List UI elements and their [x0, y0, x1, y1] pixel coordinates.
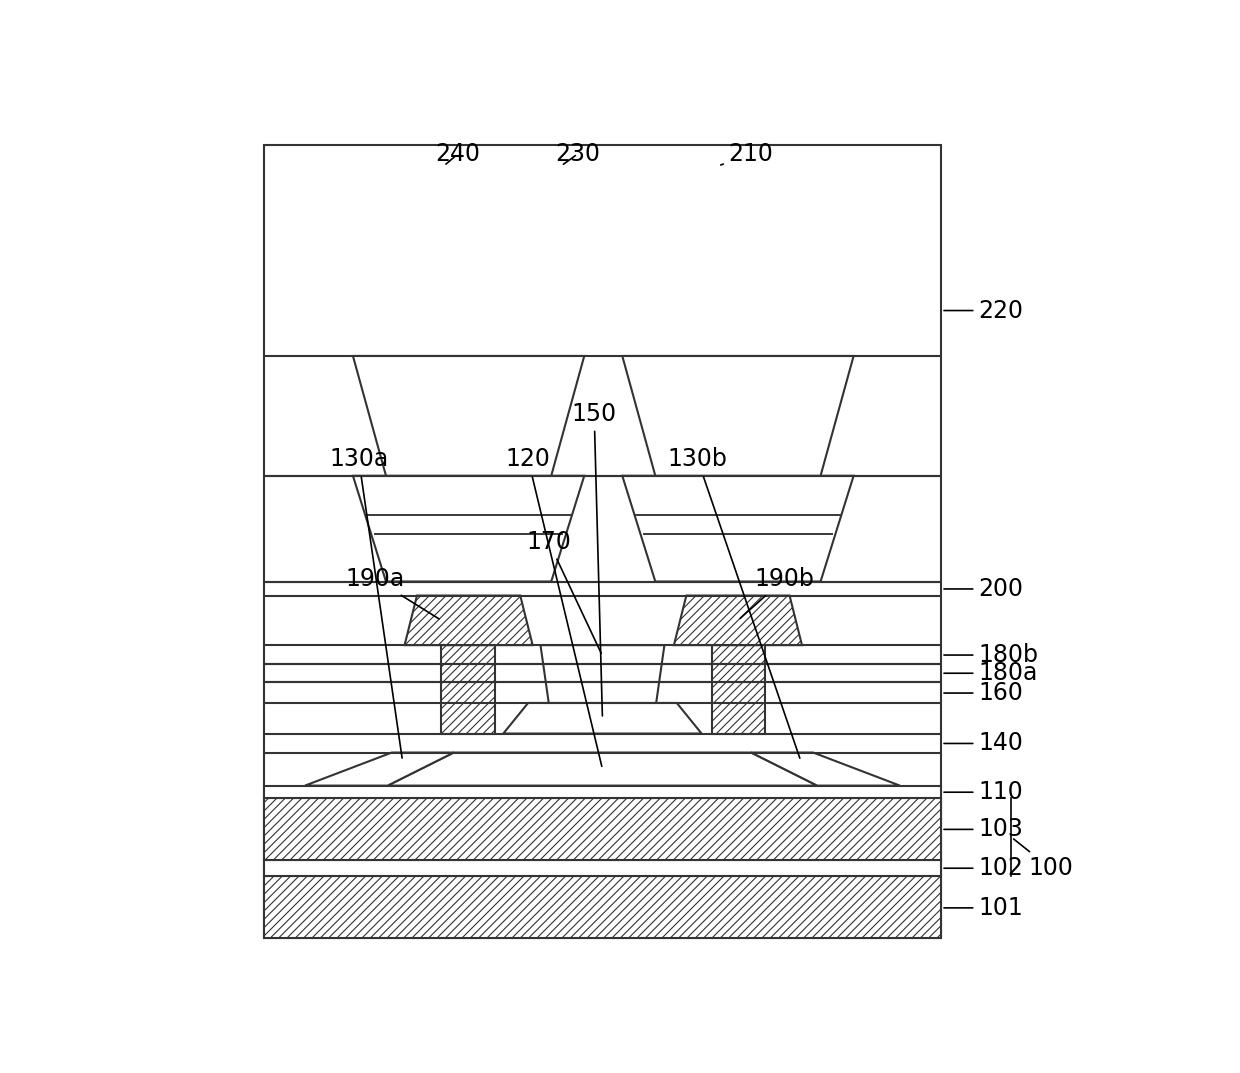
Text: 240: 240 — [435, 142, 480, 166]
Text: 110: 110 — [944, 780, 1023, 804]
Polygon shape — [305, 752, 454, 785]
Text: 140: 140 — [944, 732, 1023, 755]
Text: 160: 160 — [944, 681, 1023, 705]
Polygon shape — [622, 356, 853, 475]
Text: 130b: 130b — [667, 447, 800, 759]
Text: 120: 120 — [506, 447, 601, 766]
Polygon shape — [353, 356, 584, 475]
Polygon shape — [264, 145, 941, 939]
Text: 150: 150 — [572, 401, 616, 716]
Polygon shape — [264, 798, 941, 859]
Polygon shape — [264, 785, 941, 798]
Text: 190a: 190a — [346, 567, 439, 619]
Text: 100: 100 — [1013, 839, 1073, 880]
Polygon shape — [388, 752, 817, 785]
Polygon shape — [712, 645, 765, 734]
Polygon shape — [441, 645, 495, 734]
Text: 103: 103 — [944, 818, 1023, 841]
Text: 180a: 180a — [944, 661, 1038, 686]
Text: 180b: 180b — [944, 643, 1038, 667]
Polygon shape — [353, 475, 584, 582]
Polygon shape — [264, 877, 941, 939]
Text: 102: 102 — [944, 856, 1023, 880]
Text: 200: 200 — [944, 577, 1023, 601]
Polygon shape — [503, 703, 702, 734]
Polygon shape — [673, 596, 802, 645]
Text: 210: 210 — [720, 142, 774, 166]
Text: 190b: 190b — [740, 567, 815, 618]
Polygon shape — [541, 645, 665, 703]
Text: 230: 230 — [556, 142, 600, 166]
Polygon shape — [404, 596, 533, 645]
Polygon shape — [622, 475, 853, 582]
Text: 130a: 130a — [329, 447, 402, 758]
Polygon shape — [264, 859, 941, 877]
Polygon shape — [751, 752, 900, 785]
Text: 101: 101 — [944, 896, 1023, 920]
Text: 170: 170 — [526, 530, 601, 653]
Text: 220: 220 — [944, 298, 1023, 323]
